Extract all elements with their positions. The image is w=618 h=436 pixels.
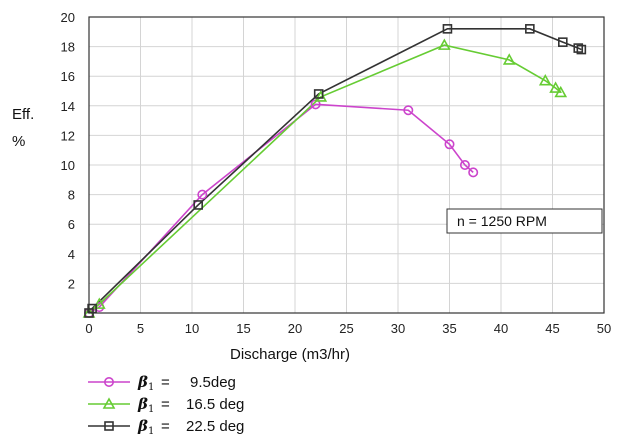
data-point-series-3 (576, 44, 587, 55)
data-point-series-2 (554, 85, 568, 98)
legend-label-3: 22.5 deg (186, 418, 244, 435)
x-tick-label: 50 (597, 321, 611, 336)
rpm-annotation: n = 1250 RPM (446, 208, 603, 234)
data-point-series-3 (313, 89, 324, 99)
data-point-series-2 (538, 73, 552, 86)
y-tick-label: 6 (68, 217, 75, 232)
y-tick-label: 16 (61, 69, 75, 84)
data-point-series-1 (459, 160, 470, 171)
data-point-series-3 (193, 200, 203, 210)
legend-marker-2 (102, 397, 116, 409)
legend-marker-3 (104, 421, 114, 431)
x-tick-label: 25 (339, 321, 353, 336)
legend-beta-subscript: 1 (148, 382, 154, 393)
x-tick-label: 30 (391, 321, 405, 336)
y-tick-label: 2 (68, 276, 75, 291)
legend-label-1: 9.5deg (190, 374, 236, 391)
legend-beta-symbol: β (137, 417, 148, 435)
legend-beta-symbol: β (137, 395, 148, 413)
plot-frame (88, 16, 605, 314)
y-tick-label: 8 (68, 188, 75, 203)
y-axis-label-line2: % (12, 133, 25, 150)
legend-beta-subscript: 1 (148, 426, 154, 436)
data-point-series-1 (468, 167, 479, 178)
series-line-2 (88, 44, 562, 314)
y-tick-label: 10 (61, 158, 75, 173)
data-point-series-2 (437, 38, 451, 50)
x-tick-label: 10 (185, 321, 199, 336)
y-tick-label: 14 (61, 99, 75, 114)
x-axis-label: Discharge (m3/hr) (230, 346, 350, 363)
x-tick-label: 15 (236, 321, 250, 336)
legend-equals: = (161, 396, 170, 413)
x-tick-label: 45 (545, 321, 559, 336)
rpm-annotation-text: n = 1250 RPM (457, 213, 547, 229)
y-axis-label-line1: Eff. (12, 106, 34, 123)
rpm-annotation-box (446, 208, 603, 234)
x-tick-label: 5 (137, 321, 144, 336)
grid-lines (88, 16, 605, 313)
data-point-series-2 (502, 53, 516, 65)
data-point-series-1 (197, 189, 208, 200)
legend-equals: = (161, 374, 170, 391)
x-tick-label: 20 (288, 321, 302, 336)
y-tick-label: 20 (61, 10, 75, 25)
y-tick-label: 12 (61, 128, 75, 143)
data-point-series-3 (557, 37, 568, 47)
legend-beta-subscript: 1 (148, 404, 154, 415)
data-point-series-1 (444, 139, 455, 150)
legend-equals: = (161, 418, 170, 435)
data-point-series-3 (573, 43, 584, 53)
data-point-series-2 (549, 81, 562, 93)
data-point-series-1 (403, 105, 414, 116)
data-point-series-3 (525, 24, 535, 34)
x-tick-label: 35 (442, 321, 456, 336)
series-markers (82, 24, 587, 318)
x-tick-label: 0 (85, 321, 92, 336)
legend-beta-symbol: β (137, 373, 148, 391)
tick-labels: 0 5 10 15 20 25 30 35 40 45 50 2 4 6 8 10 12 14 16 18 20 (61, 10, 612, 336)
legend-label-2: 16.5 deg (186, 396, 244, 413)
data-point-series-2 (92, 297, 106, 309)
y-tick-label: 4 (68, 247, 75, 262)
legend-marker-1 (104, 376, 115, 387)
series-line-3 (88, 28, 582, 314)
x-tick-label: 40 (494, 321, 508, 336)
series-lines (88, 28, 582, 314)
data-point-series-3 (442, 24, 453, 34)
y-tick-label: 18 (61, 40, 75, 55)
